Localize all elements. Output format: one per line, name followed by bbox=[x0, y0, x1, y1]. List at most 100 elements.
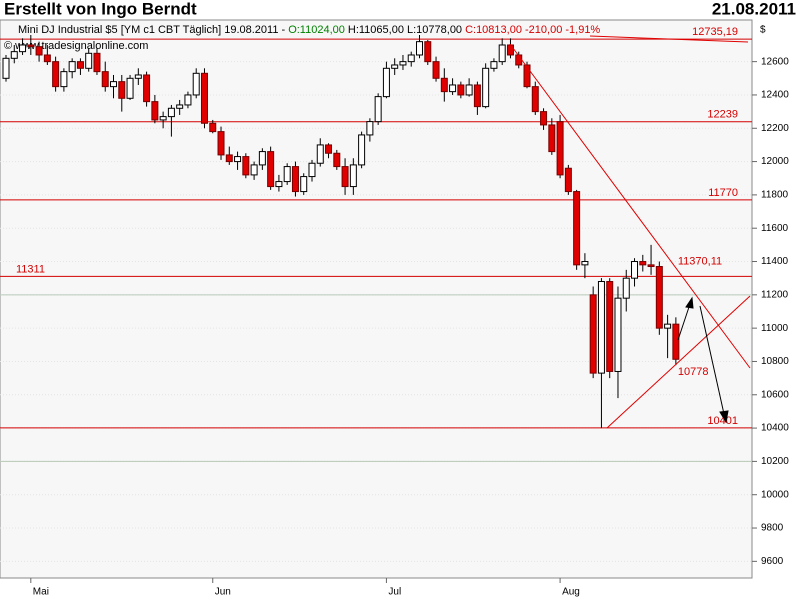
candle-body bbox=[93, 52, 101, 73]
candle-body bbox=[341, 166, 349, 188]
level-label: 10401 bbox=[707, 415, 738, 427]
level-line-short bbox=[589, 35, 749, 43]
candle-body bbox=[291, 166, 299, 193]
candle-body bbox=[118, 81, 126, 99]
candle-body bbox=[52, 61, 60, 88]
legend-part: H:11065,00 L:10778,00 bbox=[348, 24, 462, 36]
candle-body bbox=[258, 151, 266, 166]
y-tick-label: 11800 bbox=[761, 190, 789, 201]
candle-body bbox=[614, 297, 622, 372]
candle-body bbox=[300, 176, 308, 193]
candles bbox=[2, 34, 680, 429]
candle-body bbox=[424, 41, 432, 63]
candle-body bbox=[184, 94, 192, 106]
candle-body bbox=[200, 72, 208, 124]
candle-body bbox=[440, 77, 448, 93]
candle-body bbox=[664, 323, 672, 329]
x-tick-label: Jul bbox=[388, 587, 401, 598]
candle-body bbox=[631, 261, 639, 279]
candle-body bbox=[209, 122, 217, 133]
candle-body bbox=[531, 86, 539, 113]
candle-body bbox=[19, 44, 27, 53]
candle-body bbox=[482, 67, 490, 108]
candle-body bbox=[76, 61, 84, 69]
grid bbox=[0, 61, 757, 562]
arrow-head bbox=[719, 410, 729, 424]
x-tick-label: Aug bbox=[562, 587, 580, 598]
candle-body bbox=[523, 64, 531, 88]
candle-body bbox=[366, 121, 374, 136]
annotation: 10778 bbox=[678, 366, 709, 378]
candle-body bbox=[399, 61, 407, 66]
candle-body bbox=[283, 166, 291, 183]
y-unit: $ bbox=[760, 25, 766, 36]
arrow bbox=[699, 305, 725, 415]
chart-title: Erstellt von Ingo Berndt bbox=[4, 0, 197, 18]
y-tick-label: 9600 bbox=[761, 556, 784, 567]
candle-body bbox=[110, 81, 118, 88]
candle-body bbox=[556, 121, 564, 176]
candle-body bbox=[589, 294, 597, 374]
candle-body bbox=[217, 131, 225, 156]
arrows bbox=[677, 296, 729, 424]
candle-body bbox=[581, 261, 589, 266]
y-tick-label: 11400 bbox=[761, 256, 789, 267]
candle-body bbox=[449, 84, 457, 93]
candle-body bbox=[275, 181, 283, 188]
candle-body bbox=[606, 281, 614, 372]
candle-body bbox=[672, 323, 680, 360]
y-tick-label: 11200 bbox=[761, 289, 789, 300]
candle-body bbox=[316, 144, 324, 164]
candle-body bbox=[267, 151, 275, 188]
candle-body bbox=[167, 107, 175, 118]
y-tick-label: 12200 bbox=[761, 123, 789, 134]
legend: Mini DJ Industrial $5 [YM c1 CBT Täglich… bbox=[18, 24, 600, 36]
candle-body bbox=[134, 74, 142, 79]
chart-date: 21.08.2011 bbox=[712, 0, 796, 18]
trend-line bbox=[606, 295, 751, 429]
candle-body bbox=[192, 72, 200, 96]
legend-part: C:10813,00 -210,00 -1,91% bbox=[465, 24, 600, 36]
candle-body bbox=[35, 46, 43, 56]
y-tick-label: 10400 bbox=[761, 423, 789, 434]
candle-body bbox=[465, 84, 473, 96]
candle-body bbox=[573, 191, 581, 266]
candle-body bbox=[60, 71, 68, 88]
y-tick-label: 10000 bbox=[761, 489, 789, 500]
x-tick-label: Mai bbox=[33, 587, 49, 598]
candle-body bbox=[506, 44, 514, 56]
candle-body bbox=[564, 167, 572, 193]
annotation: 11370,11 bbox=[678, 255, 722, 267]
candle-body bbox=[43, 54, 51, 63]
candle-body bbox=[27, 44, 35, 48]
candle-body bbox=[432, 61, 440, 79]
y-tick-label: 10800 bbox=[761, 356, 789, 367]
drawings bbox=[509, 35, 751, 429]
candle-body bbox=[325, 144, 333, 154]
level-label: 11311 bbox=[16, 263, 45, 275]
y-tick-label: 10200 bbox=[761, 456, 789, 467]
candle-body bbox=[68, 61, 76, 73]
candle-body bbox=[548, 124, 556, 153]
legend-part: Mini DJ Industrial $5 [YM c1 CBT Täglich… bbox=[18, 24, 286, 36]
candle-body bbox=[159, 116, 167, 121]
candle-body bbox=[242, 156, 250, 176]
candle-body bbox=[655, 266, 663, 329]
candle-body bbox=[101, 71, 109, 88]
candle-body bbox=[143, 74, 151, 103]
candle-body bbox=[639, 261, 647, 266]
x-tick-label: Jun bbox=[215, 587, 231, 598]
y-tick-label: 10600 bbox=[761, 389, 789, 400]
level-label: 12735,19 bbox=[692, 26, 738, 38]
trend-line bbox=[509, 43, 751, 369]
candle-body bbox=[85, 52, 93, 69]
y-tick-label: 12600 bbox=[761, 56, 789, 67]
y-tick-label: 11000 bbox=[761, 323, 789, 334]
y-tick-label: 11600 bbox=[761, 223, 789, 234]
candle-body bbox=[333, 152, 341, 168]
candle-body bbox=[250, 164, 258, 176]
y-tick-label: 12000 bbox=[761, 156, 789, 167]
candle-body bbox=[490, 61, 498, 69]
